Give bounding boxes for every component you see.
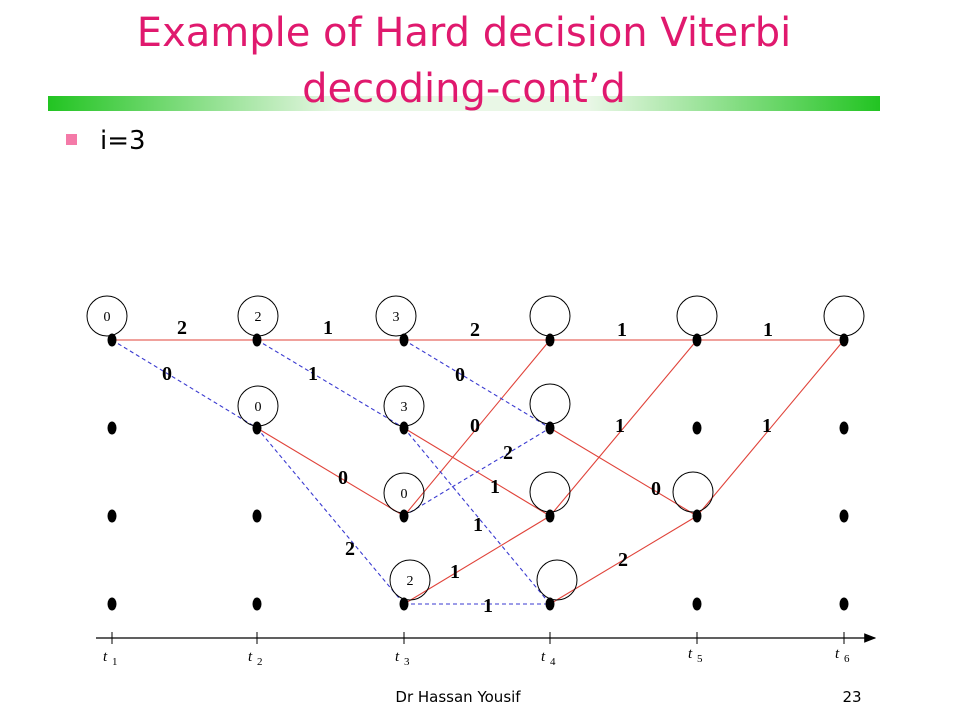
- path-metric: 3: [393, 310, 400, 325]
- branch-metric: 1: [308, 363, 318, 385]
- state-node: [399, 509, 409, 523]
- state-node: [107, 509, 117, 523]
- state-node: [545, 509, 555, 523]
- branch-metric: 0: [470, 415, 480, 437]
- time-subscript: 2: [257, 656, 263, 668]
- branch-metric: 1: [763, 319, 773, 341]
- dashed-branch: [256, 339, 405, 429]
- dashed-branch: [256, 427, 405, 605]
- state-circle: [86, 295, 128, 337]
- state-node: [545, 421, 555, 435]
- state-circle: [389, 559, 431, 601]
- state-circle: [529, 295, 571, 337]
- state-circle: [823, 295, 865, 337]
- path-metric: 0: [401, 487, 408, 502]
- dashed-branch: [403, 427, 551, 605]
- state-node: [839, 597, 849, 611]
- time-subscript: 4: [550, 656, 556, 668]
- time-subscript: 6: [844, 653, 850, 665]
- title-line: decoding-cont’d: [302, 66, 626, 112]
- state-node: [399, 333, 409, 347]
- page-number: 23: [842, 688, 861, 706]
- title-line: Example of Hard decision Viterbi: [137, 10, 791, 56]
- state-node: [692, 333, 702, 347]
- branch-metric: 1: [490, 476, 500, 498]
- path-metric: 3: [401, 400, 408, 415]
- bullet-marker: [66, 134, 77, 145]
- path-metric: 2: [255, 310, 262, 325]
- footer-author: Dr Hassan Yousif: [395, 688, 521, 706]
- branch-metric: 1: [483, 595, 493, 617]
- branch-metric: 2: [177, 317, 187, 339]
- path-metric: 2: [407, 574, 414, 589]
- branch-metric: 0: [651, 478, 661, 500]
- state-node: [545, 597, 555, 611]
- branch-metric: 0: [455, 364, 465, 386]
- state-node: [252, 509, 262, 523]
- state-node: [252, 597, 262, 611]
- state-node: [692, 597, 702, 611]
- time-symbol: t: [103, 649, 108, 665]
- solid-branch: [256, 427, 405, 517]
- branch-metric: 1: [450, 561, 460, 583]
- branch-metric: 1: [617, 319, 627, 341]
- time-subscript: 3: [404, 656, 410, 668]
- branch-metric: 0: [162, 363, 172, 385]
- branch-metric: 1: [473, 514, 483, 536]
- branch-metric: 2: [345, 538, 355, 560]
- branch-metric: 0: [338, 467, 348, 489]
- solid-branch: [549, 339, 698, 517]
- state-node: [839, 333, 849, 347]
- state-node: [839, 421, 849, 435]
- time-symbol: t: [835, 646, 840, 662]
- state-circle: [672, 471, 714, 513]
- dashed-branch: [403, 339, 551, 429]
- state-node: [252, 421, 262, 435]
- branch-metric: 2: [503, 442, 513, 464]
- state-node: [839, 509, 849, 523]
- branch-metric: 1: [323, 317, 333, 339]
- solid-branch: [696, 339, 845, 517]
- state-node: [252, 333, 262, 347]
- branch-metric: 2: [470, 319, 480, 341]
- path-metric: 0: [255, 400, 262, 415]
- solid-branch: [403, 515, 551, 605]
- dashed-branch: [403, 427, 551, 517]
- time-subscript: 5: [697, 653, 703, 665]
- state-circle: [536, 559, 578, 601]
- branch-metric: 1: [615, 415, 625, 437]
- state-node: [107, 421, 117, 435]
- state-node: [399, 597, 409, 611]
- dashed-branch: [111, 339, 258, 429]
- time-symbol: t: [395, 649, 400, 665]
- state-circle: [529, 383, 571, 425]
- state-node: [399, 421, 409, 435]
- state-node: [545, 333, 555, 347]
- trellis-nodes: [86, 295, 865, 611]
- time-symbol: t: [541, 649, 546, 665]
- bullet-text: i=3: [100, 126, 146, 156]
- state-node: [692, 421, 702, 435]
- state-circle: [529, 471, 571, 513]
- branch-metric: 1: [762, 415, 772, 437]
- time-symbol: t: [688, 646, 693, 662]
- solid-branch: [549, 427, 698, 517]
- state-node: [692, 509, 702, 523]
- solid-branch: [403, 339, 551, 517]
- time-subscript: 1: [112, 656, 118, 668]
- path-metric: 0: [104, 310, 111, 325]
- state-circle: [676, 295, 718, 337]
- state-circle: [375, 295, 417, 337]
- trellis-edges: [111, 339, 845, 605]
- state-node: [107, 333, 117, 347]
- title-bar: [48, 96, 880, 111]
- state-node: [107, 597, 117, 611]
- branch-metric: 2: [618, 549, 628, 571]
- time-symbol: t: [248, 649, 253, 665]
